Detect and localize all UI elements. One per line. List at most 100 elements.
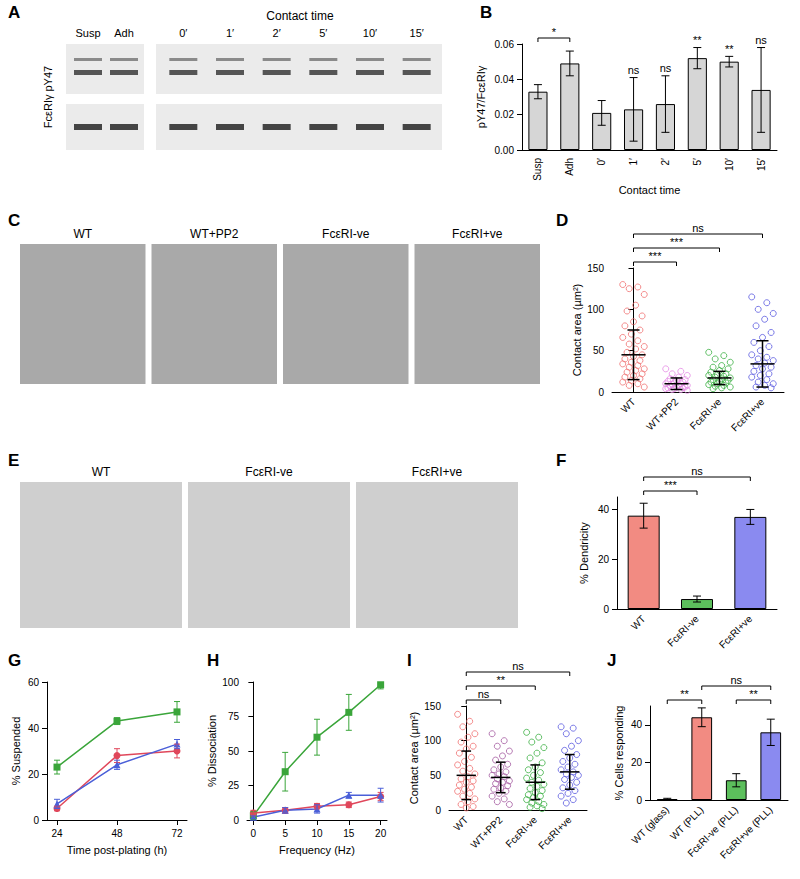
svg-text:Adh: Adh	[114, 27, 134, 39]
svg-text:FcεRI+ve: FcεRI+ve	[717, 613, 755, 651]
svg-text:FcεRI-ve: FcεRI-ve	[688, 396, 724, 432]
svg-text:150: 150	[587, 263, 604, 274]
svg-text:20: 20	[631, 757, 643, 768]
svg-text:WT: WT	[92, 465, 111, 479]
svg-text:FcεRI+ve (PLL): FcεRI+ve (PLL)	[718, 804, 775, 861]
svg-text:50: 50	[593, 345, 605, 356]
svg-text:% Dendricity: % Dendricity	[578, 522, 590, 584]
svg-text:**: **	[693, 34, 702, 46]
svg-text:FcεRI+ve: FcεRI+ve	[729, 396, 767, 434]
svg-text:FcεRI-ve: FcεRI-ve	[665, 613, 701, 649]
svg-text:FcεRI-ve: FcεRI-ve	[322, 227, 370, 241]
svg-text:100: 100	[587, 304, 604, 315]
svg-text:WT: WT	[451, 814, 470, 833]
svg-text:40: 40	[598, 504, 610, 515]
svg-text:pY47/FcεRIγ: pY47/FcεRIγ	[475, 65, 487, 128]
svg-text:2′: 2′	[273, 27, 281, 39]
svg-text:D: D	[556, 211, 568, 230]
svg-text:0.04: 0.04	[495, 74, 515, 85]
svg-text:10′: 10′	[724, 158, 735, 171]
svg-text:25: 25	[228, 780, 240, 791]
svg-text:C: C	[8, 211, 20, 230]
svg-text:40: 40	[631, 719, 643, 730]
svg-text:ns: ns	[730, 674, 742, 686]
svg-text:Time post-plating (h): Time post-plating (h)	[67, 844, 167, 856]
svg-text:5′: 5′	[692, 158, 703, 166]
svg-text:ns: ns	[512, 660, 524, 672]
svg-text:ns: ns	[660, 62, 672, 74]
svg-text:24: 24	[51, 828, 63, 839]
svg-text:0.06: 0.06	[495, 39, 515, 50]
svg-text:WT (glass): WT (glass)	[629, 804, 671, 846]
svg-text:**: **	[749, 688, 758, 700]
svg-text:20: 20	[598, 554, 610, 565]
svg-text:15: 15	[343, 828, 355, 839]
svg-text:0.02: 0.02	[495, 109, 515, 120]
svg-text:FcεRI-ve: FcεRI-ve	[503, 814, 539, 850]
svg-text:% Dissociation: % Dissociation	[206, 715, 218, 787]
svg-text:F: F	[556, 451, 566, 470]
svg-text:1′: 1′	[226, 27, 234, 39]
svg-text:15′: 15′	[410, 27, 424, 39]
svg-text:ns: ns	[691, 465, 703, 477]
svg-text:40: 40	[28, 723, 40, 734]
svg-text:5′: 5′	[319, 27, 327, 39]
svg-text:H: H	[207, 651, 219, 670]
svg-text:Frequency (Hz): Frequency (Hz)	[279, 844, 355, 856]
svg-text:***: ***	[664, 479, 678, 491]
svg-text:0: 0	[603, 604, 609, 615]
svg-text:10: 10	[311, 828, 323, 839]
svg-text:0: 0	[598, 387, 604, 398]
svg-text:Susp: Susp	[75, 27, 100, 39]
svg-text:Contact time: Contact time	[619, 184, 681, 196]
svg-text:50: 50	[228, 746, 240, 757]
svg-text:20: 20	[375, 828, 387, 839]
svg-text:Susp: Susp	[532, 158, 543, 181]
svg-text:J: J	[607, 651, 616, 670]
svg-text:WT: WT	[73, 227, 92, 241]
svg-text:FcεRIγ pY47: FcεRIγ pY47	[42, 66, 54, 128]
svg-text:0: 0	[636, 795, 642, 806]
svg-text:ns: ns	[628, 64, 640, 76]
svg-text:0: 0	[233, 815, 239, 826]
svg-text:10′: 10′	[363, 27, 377, 39]
svg-text:% Suspended: % Suspended	[10, 717, 22, 786]
svg-text:2′: 2′	[660, 158, 671, 166]
svg-text:I: I	[407, 651, 412, 670]
svg-text:E: E	[8, 451, 19, 470]
svg-text:ns: ns	[692, 222, 704, 234]
svg-text:0.00: 0.00	[495, 145, 515, 156]
svg-text:FcεRI+ve: FcεRI+ve	[412, 465, 463, 479]
svg-text:**: **	[496, 674, 505, 686]
svg-text:FcεRI-ve: FcεRI-ve	[245, 465, 293, 479]
svg-text:75: 75	[228, 711, 240, 722]
svg-text:100: 100	[222, 677, 239, 688]
svg-text:150: 150	[424, 701, 441, 712]
svg-text:*: *	[552, 26, 557, 38]
svg-text:G: G	[8, 651, 21, 670]
svg-text:ns: ns	[755, 34, 767, 46]
svg-text:**: **	[725, 43, 734, 55]
svg-text:***: ***	[649, 250, 663, 262]
svg-text:1′: 1′	[628, 158, 639, 166]
svg-text:WT+PP2: WT+PP2	[644, 396, 681, 433]
svg-text:WT+PP2: WT+PP2	[468, 814, 505, 851]
svg-text:WT+PP2: WT+PP2	[190, 227, 239, 241]
svg-text:0′: 0′	[179, 27, 187, 39]
svg-text:72: 72	[171, 828, 183, 839]
svg-text:ns: ns	[478, 688, 490, 700]
svg-text:Contact area (µm²): Contact area (µm²)	[571, 284, 583, 377]
svg-text:0: 0	[435, 805, 441, 816]
svg-text:0: 0	[33, 815, 39, 826]
svg-text:Contact area (µm²): Contact area (µm²)	[408, 712, 420, 805]
svg-text:0: 0	[251, 828, 257, 839]
svg-text:Contact time: Contact time	[266, 9, 334, 23]
svg-text:20: 20	[28, 769, 40, 780]
svg-text:50: 50	[430, 770, 442, 781]
svg-text:B: B	[480, 3, 492, 22]
svg-text:% Cells responding: % Cells responding	[613, 706, 625, 801]
svg-text:***: ***	[670, 236, 684, 248]
svg-text:FcεRI+ve: FcεRI+ve	[452, 227, 503, 241]
svg-text:48: 48	[111, 828, 123, 839]
svg-text:WT: WT	[629, 613, 648, 632]
